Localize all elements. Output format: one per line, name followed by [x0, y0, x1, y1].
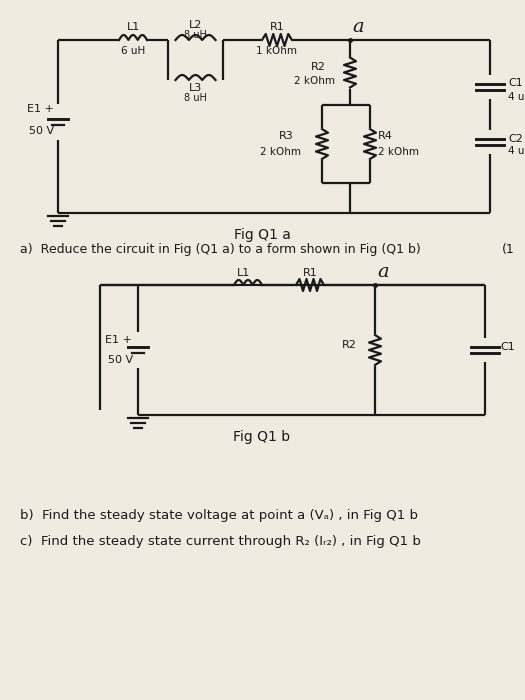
Text: c)  Find the steady state current through R₂ (Iᵣ₂) , in Fig Q1 b: c) Find the steady state current through…	[20, 536, 421, 549]
Text: Fig Q1 a: Fig Q1 a	[234, 228, 290, 242]
Text: 4 uF: 4 uF	[508, 146, 525, 157]
Text: R2: R2	[311, 62, 326, 73]
Text: 2 kOhm: 2 kOhm	[378, 147, 419, 157]
Text: R1: R1	[270, 22, 285, 32]
Text: R1: R1	[302, 268, 318, 278]
Text: C1: C1	[500, 342, 514, 352]
Text: C1: C1	[508, 78, 523, 88]
Text: E1 +: E1 +	[27, 104, 54, 115]
Text: L3: L3	[189, 83, 202, 93]
Text: a: a	[352, 18, 364, 36]
Text: E1 +: E1 +	[104, 335, 131, 345]
Text: R4: R4	[378, 131, 393, 141]
Text: L2: L2	[189, 20, 202, 30]
Text: b)  Find the steady state voltage at point a (Vₐ) , in Fig Q1 b: b) Find the steady state voltage at poin…	[20, 508, 418, 522]
Text: 8 uH: 8 uH	[184, 93, 207, 103]
Text: (1: (1	[502, 244, 515, 256]
Text: 1 kOhm: 1 kOhm	[257, 46, 298, 56]
Text: R2: R2	[342, 340, 356, 350]
Text: L1: L1	[127, 22, 140, 32]
Text: Fig Q1 b: Fig Q1 b	[234, 430, 290, 444]
Text: R3: R3	[279, 131, 293, 141]
Text: 50 V: 50 V	[109, 355, 133, 365]
Text: C2: C2	[508, 134, 523, 143]
Text: a: a	[377, 263, 389, 281]
Text: a)  Reduce the circuit in Fig (Q1 a) to a form shown in Fig (Q1 b): a) Reduce the circuit in Fig (Q1 a) to a…	[20, 244, 421, 256]
Text: 2 kOhm: 2 kOhm	[260, 147, 301, 157]
Text: 2 kOhm: 2 kOhm	[293, 76, 334, 85]
Text: 4 uF: 4 uF	[508, 92, 525, 102]
Text: L1: L1	[237, 268, 250, 278]
Text: 6 uH: 6 uH	[121, 46, 145, 56]
Text: 8 uH: 8 uH	[184, 30, 207, 40]
Text: 50 V: 50 V	[29, 127, 55, 136]
